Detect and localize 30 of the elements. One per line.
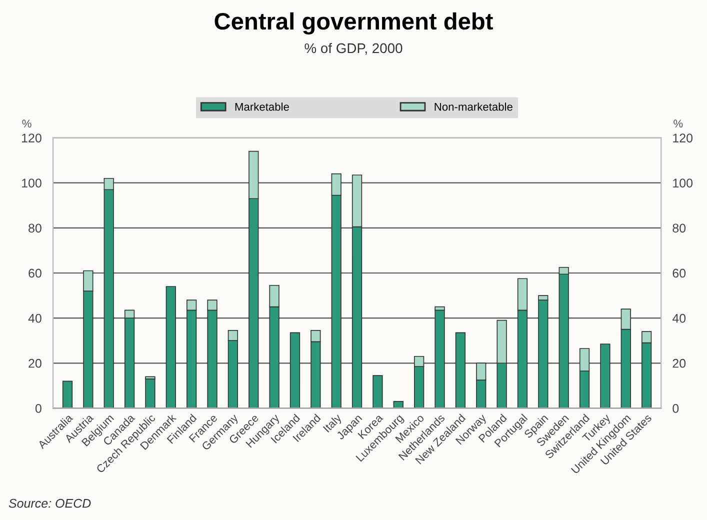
legend-label: Non-marketable bbox=[434, 102, 512, 111]
chart-subtitle: % of GDP, 2000 bbox=[304, 42, 402, 55]
bar bbox=[434, 310, 445, 408]
y-tick-label: 0 bbox=[35, 404, 42, 413]
bar bbox=[600, 344, 610, 408]
y-tick-label: 60 bbox=[28, 268, 42, 278]
y2-tick-label: 120 bbox=[673, 134, 693, 142]
bar bbox=[145, 378, 156, 408]
bar bbox=[62, 380, 73, 408]
y2-tick-label: 0 bbox=[672, 404, 679, 413]
y-tick-label: 20 bbox=[28, 358, 42, 368]
y-tick-label: 80 bbox=[28, 224, 42, 233]
y-tick-label: 40 bbox=[28, 314, 42, 323]
y2-tick-label: 100 bbox=[673, 178, 693, 188]
bar bbox=[166, 286, 176, 408]
y2-tick-label: 40 bbox=[672, 314, 686, 323]
y2-tick-label: 60 bbox=[672, 268, 686, 278]
y-tick-label: 120 bbox=[22, 134, 42, 142]
y2-axis-title: % bbox=[674, 120, 683, 128]
bar bbox=[290, 332, 300, 408]
y2-tick-label: 20 bbox=[672, 358, 686, 368]
source-note: Source: OECD bbox=[8, 498, 91, 508]
bar bbox=[393, 401, 404, 408]
legend-label: Marketable bbox=[235, 102, 289, 111]
chart-title: Central government debt bbox=[214, 12, 493, 34]
y-axis-title: % bbox=[22, 120, 32, 128]
y2-tick-label: 80 bbox=[672, 224, 686, 233]
bar bbox=[372, 375, 383, 408]
bar bbox=[455, 332, 466, 408]
y-tick-label: 100 bbox=[22, 178, 42, 188]
